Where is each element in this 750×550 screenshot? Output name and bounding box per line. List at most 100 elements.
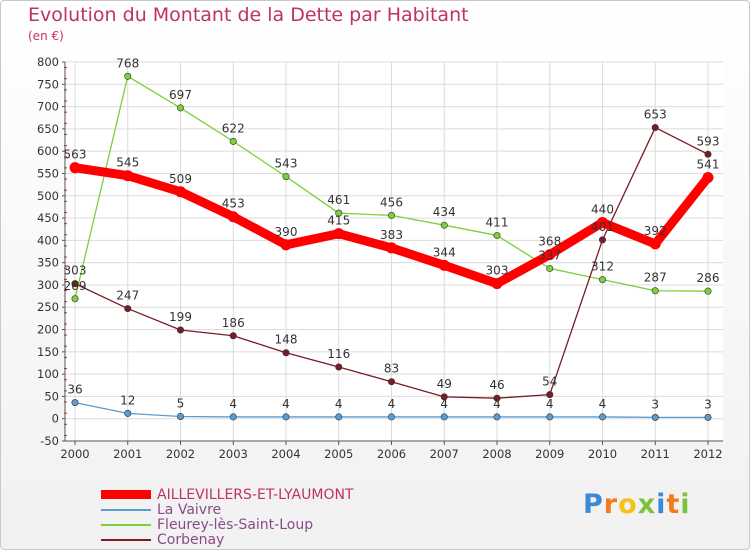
x-tick-label: 2000 [60, 447, 89, 461]
y-tick-label: 750 [37, 77, 59, 91]
data-point [440, 393, 448, 401]
data-label: 4 [440, 397, 448, 411]
data-label: 543 [275, 157, 298, 171]
data-label: 509 [169, 172, 192, 186]
x-tick-label: 2011 [641, 447, 670, 461]
data-point [335, 209, 343, 217]
data-point [546, 391, 554, 399]
data-label: 303 [64, 264, 87, 278]
data-label: 4 [229, 397, 237, 411]
legend-swatch [101, 538, 151, 541]
legend: AILLEVILLERS-ET-LYAUMONT La Vaivre Fleurey… [101, 486, 354, 548]
data-label: 5 [177, 396, 185, 410]
data-point [651, 287, 659, 295]
data-point [282, 173, 290, 181]
data-point [598, 276, 606, 284]
y-tick-label: 300 [37, 278, 59, 292]
data-point [598, 413, 606, 421]
legend-item: Corbenay [101, 531, 354, 548]
legend-swatch [101, 523, 151, 526]
legend-label: AILLEVILLERS-ET-LYAUMONT [157, 486, 354, 503]
data-label: 199 [169, 310, 192, 324]
data-point [175, 186, 186, 198]
data-point [546, 264, 554, 272]
legend-label: La Vaivre [157, 501, 222, 518]
y-tick-label: 600 [37, 144, 59, 158]
data-point [651, 124, 659, 132]
data-point [651, 413, 659, 421]
data-point [440, 221, 448, 229]
data-point [597, 217, 608, 229]
data-point [124, 72, 132, 80]
data-point [387, 378, 395, 386]
data-point [229, 332, 237, 340]
data-label: 186 [222, 316, 245, 330]
data-point [386, 242, 397, 254]
y-tick-label: 500 [37, 189, 59, 203]
x-tick-label: 2010 [588, 447, 617, 461]
data-label: 4 [282, 397, 290, 411]
x-tick-label: 2012 [693, 447, 722, 461]
data-label: 54 [542, 375, 557, 389]
data-label: 4 [599, 397, 607, 411]
x-tick-label: 2002 [166, 447, 195, 461]
data-label: 541 [697, 157, 720, 171]
data-point [491, 278, 503, 290]
logo-letter: i [680, 489, 691, 520]
data-point [282, 349, 290, 357]
data-label: 116 [327, 347, 350, 361]
y-tick-label: 400 [37, 233, 59, 247]
data-point [333, 228, 345, 240]
legend-item: Fleurey-lès-Saint-Loup [101, 516, 354, 533]
data-point [177, 104, 185, 112]
data-label: 269 [64, 279, 87, 293]
data-label: 390 [275, 225, 298, 239]
data-label: 401 [591, 220, 614, 234]
data-point [544, 249, 556, 261]
x-tick-label: 2008 [482, 447, 511, 461]
data-label: 3 [704, 397, 712, 411]
x-tick-label: 2006 [377, 447, 406, 461]
data-label: 453 [222, 197, 245, 211]
x-tick-label: 2004 [271, 447, 300, 461]
proxiti-logo: Proxiti [583, 489, 691, 520]
y-tick-label: 650 [37, 122, 59, 136]
y-tick-label: 450 [37, 211, 59, 225]
data-label: 3 [651, 397, 659, 411]
y-tick-label: 50 [44, 389, 59, 403]
data-label: 4 [546, 397, 554, 411]
y-tick-label: 700 [37, 100, 59, 114]
data-label: 303 [486, 264, 509, 278]
data-point [440, 413, 448, 421]
legend-item: AILLEVILLERS-ET-LYAUMONT [101, 486, 354, 503]
data-label: 411 [486, 215, 509, 229]
data-label: 12 [120, 393, 135, 407]
legend-label: Fleurey-lès-Saint-Loup [157, 516, 314, 533]
data-label: 440 [591, 203, 614, 217]
data-label: 4 [388, 397, 396, 411]
data-point [229, 413, 237, 421]
data-point [280, 239, 292, 251]
data-label: 545 [116, 156, 139, 170]
data-point [122, 170, 134, 182]
logo-letter: r [603, 489, 619, 520]
data-point [335, 363, 343, 371]
series [69, 72, 714, 421]
data-label: 653 [644, 108, 667, 122]
data-label: 4 [493, 397, 501, 411]
y-tick-label: 550 [37, 166, 59, 180]
logo-letter: x [637, 489, 657, 520]
y-tick-label: 200 [37, 323, 59, 337]
legend-swatch [101, 508, 151, 511]
data-point [598, 236, 606, 244]
data-point [704, 150, 712, 158]
legend-label: Corbenay [157, 531, 225, 548]
y-tick-label: 0 [52, 412, 59, 426]
data-point [71, 295, 79, 303]
data-point [702, 171, 714, 183]
data-label: 563 [64, 148, 87, 162]
logo-letter: t [666, 489, 681, 520]
data-label: 622 [222, 121, 245, 135]
data-label: 148 [275, 333, 298, 347]
